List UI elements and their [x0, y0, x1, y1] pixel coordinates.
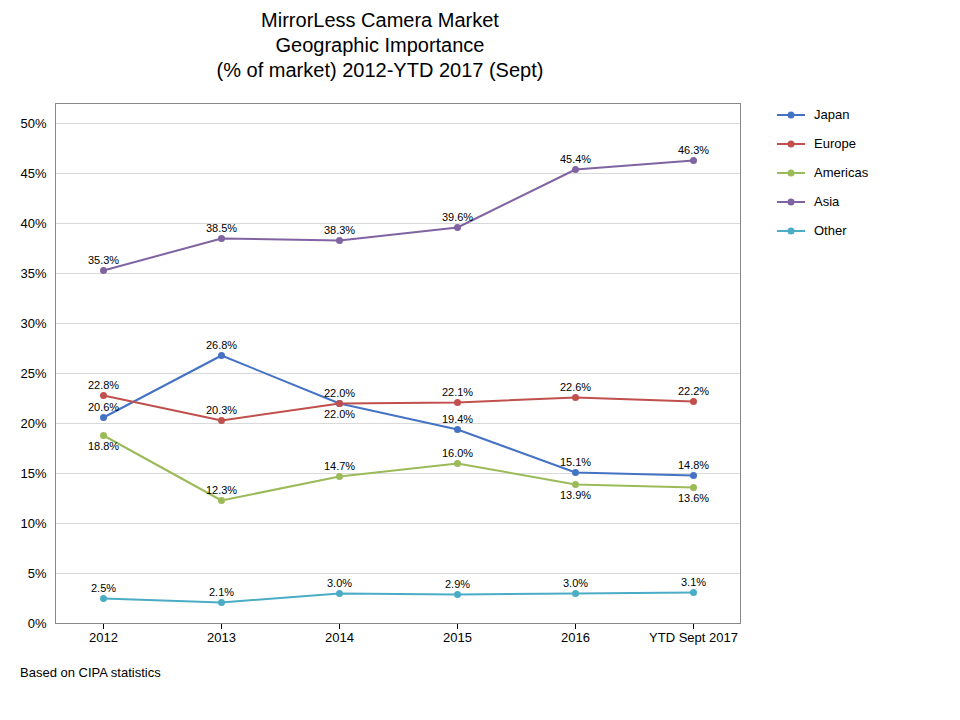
svg-text:2013: 2013	[207, 630, 236, 645]
svg-text:13.6%: 13.6%	[678, 492, 709, 504]
svg-text:14.7%: 14.7%	[324, 460, 355, 472]
svg-text:2014: 2014	[325, 630, 354, 645]
svg-text:22.2%: 22.2%	[678, 385, 709, 397]
html-text:Other: Other	[814, 223, 847, 238]
svg-text:10%: 10%	[20, 516, 46, 531]
svg-text:2.9%: 2.9%	[445, 578, 470, 590]
svg-text:46.3%: 46.3%	[678, 144, 709, 156]
svg-text:2016: 2016	[561, 630, 590, 645]
svg-text:26.8%: 26.8%	[206, 339, 237, 351]
html-text:Europe: Europe	[814, 136, 856, 151]
svg-text:39.6%: 39.6%	[442, 211, 473, 223]
svg-text:35%: 35%	[20, 266, 46, 281]
svg-text:30%: 30%	[20, 316, 46, 331]
svg-text:38.5%: 38.5%	[206, 222, 237, 234]
svg-text:15%: 15%	[20, 466, 46, 481]
svg-text:13.9%: 13.9%	[560, 489, 591, 501]
svg-text:38.3%: 38.3%	[324, 224, 355, 236]
svg-text:15.1%: 15.1%	[560, 456, 591, 468]
svg-text:22.6%: 22.6%	[560, 381, 591, 393]
svg-text:19.4%: 19.4%	[442, 413, 473, 425]
svg-text:18.8%: 18.8%	[88, 440, 119, 452]
svg-text:YTD Sept 2017: YTD Sept 2017	[649, 630, 738, 645]
svg-text:22.0%: 22.0%	[324, 408, 355, 420]
svg-text:5%: 5%	[28, 566, 47, 581]
svg-text:3.1%: 3.1%	[681, 576, 706, 588]
svg-text:22.1%: 22.1%	[442, 386, 473, 398]
svg-text:20.3%: 20.3%	[206, 404, 237, 416]
html-text:Americas: Americas	[814, 165, 869, 180]
svg-text:2.5%: 2.5%	[91, 582, 116, 594]
svg-text:22.0%: 22.0%	[324, 387, 355, 399]
html-text:Japan: Japan	[814, 107, 850, 122]
svg-text:16.0%: 16.0%	[442, 447, 473, 459]
svg-text:45%: 45%	[20, 166, 46, 181]
svg-text:3.0%: 3.0%	[563, 577, 588, 589]
html-text:Based on CIPA statistics: Based on CIPA statistics	[20, 665, 161, 680]
svg-text:2.1%: 2.1%	[209, 586, 234, 598]
svg-text:22.8%: 22.8%	[88, 379, 119, 391]
html-text:MirrorLess Camera Market Geogr: MirrorLess Camera Market Geographic Impo…	[216, 9, 544, 81]
svg-text:12.3%: 12.3%	[206, 484, 237, 496]
svg-text:14.8%: 14.8%	[678, 459, 709, 471]
svg-text:20.6%: 20.6%	[88, 401, 119, 413]
svg-text:2012: 2012	[89, 630, 118, 645]
svg-text:2015: 2015	[443, 630, 472, 645]
svg-text:45.4%: 45.4%	[560, 153, 591, 165]
svg-text:35.3%: 35.3%	[88, 254, 119, 266]
html-text:Asia: Asia	[814, 194, 840, 209]
svg-text:25%: 25%	[20, 366, 46, 381]
svg-text:50%: 50%	[20, 116, 46, 131]
svg-text:0%: 0%	[28, 616, 47, 631]
svg-text:3.0%: 3.0%	[327, 577, 352, 589]
svg-text:20%: 20%	[20, 416, 46, 431]
svg-text:40%: 40%	[20, 216, 46, 231]
